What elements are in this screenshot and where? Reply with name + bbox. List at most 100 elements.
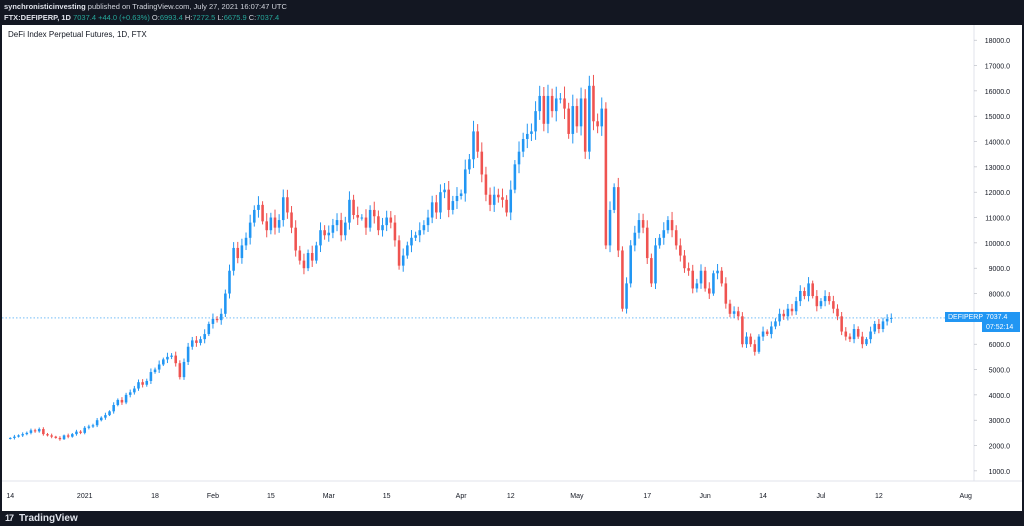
price-tick-label: 3000.0: [989, 418, 1011, 425]
logo-text: TradingView: [19, 513, 78, 524]
chart-area[interactable]: 1000.02000.03000.04000.05000.06000.07000…: [2, 25, 1022, 511]
candle-body: [476, 131, 479, 152]
candle-body: [306, 253, 310, 269]
low-value: 6675.9: [223, 13, 247, 22]
candle-body: [480, 151, 484, 175]
candle-body: [348, 199, 351, 223]
time-tick-label: 2021: [77, 493, 93, 500]
ohlc-line: FTX:DEFIPERP, 1D 7037.4 +44.0 (+0.63%) O…: [4, 12, 279, 23]
candle-body: [277, 220, 281, 228]
candle-body: [889, 317, 893, 319]
candle-body: [37, 429, 41, 432]
tradingview-logo[interactable]: 17 TradingView: [5, 513, 78, 524]
candle-body: [29, 430, 33, 433]
candle-body: [720, 270, 723, 284]
candle-body: [885, 318, 889, 322]
candle-body: [596, 121, 599, 127]
candle-body: [203, 334, 206, 340]
candle-body: [302, 260, 306, 269]
candle-body: [124, 394, 128, 403]
candle-body: [509, 189, 513, 213]
candle-body: [530, 131, 533, 134]
candle-body: [257, 204, 260, 210]
price-label-price: 7037.4: [986, 313, 1008, 321]
price-tick-label: 15000.0: [985, 114, 1010, 121]
candle-body: [497, 194, 500, 198]
candle-body: [662, 230, 666, 238]
candle-body: [344, 222, 347, 236]
candle-body: [728, 303, 732, 314]
candle-body: [447, 189, 450, 210]
low-label: L:: [217, 13, 224, 22]
candle-body: [836, 308, 839, 317]
candle-body: [8, 437, 12, 439]
candle-body: [215, 318, 219, 321]
candlestick-chart[interactable]: 1000.02000.03000.04000.05000.06000.07000…: [2, 25, 1022, 511]
price-axis[interactable]: 1000.02000.03000.04000.05000.06000.07000…: [974, 38, 1010, 476]
time-tick-label: Jul: [816, 493, 825, 500]
candle-body: [455, 196, 459, 202]
candle-body: [534, 111, 537, 132]
price-tick-label: 10000.0: [985, 241, 1010, 248]
candle-body: [798, 291, 802, 302]
time-axis[interactable]: 14 2021 18 Feb 15 Mar 15 Apr 12 May 17 Jun 14 Jul 12 Au…: [6, 493, 972, 500]
candle-body: [83, 427, 87, 433]
candle-body: [443, 189, 446, 193]
candle-body: [592, 85, 595, 122]
candle-body: [128, 392, 132, 395]
candle-body: [426, 217, 430, 226]
candle-countdown: 07:52:14: [986, 323, 1014, 331]
candle-body: [827, 296, 831, 302]
candle-body: [815, 296, 819, 307]
time-tick-label: 14: [759, 493, 767, 500]
candle-body: [435, 202, 438, 213]
candle-body: [666, 220, 670, 231]
candle-body: [42, 429, 45, 435]
candle-body: [588, 85, 591, 152]
candle-body: [157, 364, 161, 370]
candle-body: [87, 426, 91, 428]
candle-body: [174, 355, 178, 364]
candle-body: [869, 331, 872, 340]
candle-body: [71, 434, 74, 437]
candle-body: [554, 98, 558, 112]
candle-body: [248, 222, 252, 238]
candle-body: [145, 380, 149, 385]
candle-body: [224, 293, 227, 314]
price-label-symbol: DEFIPERP: [948, 313, 984, 321]
candle-body: [54, 436, 58, 438]
candle-body: [294, 227, 297, 251]
candle-body: [757, 336, 761, 352]
time-tick-label: 14: [6, 493, 14, 500]
candle-body: [832, 301, 835, 309]
candle-body: [79, 431, 82, 433]
time-tick-label: Jun: [700, 493, 711, 500]
high-label: H:: [184, 13, 193, 22]
candle-body: [612, 187, 616, 210]
candle-body: [410, 237, 413, 246]
author-name[interactable]: synchronisticinvesting: [4, 2, 86, 11]
candle-body: [517, 151, 521, 165]
candle-body: [99, 417, 103, 421]
time-tick-label: 12: [507, 493, 515, 500]
candle-body: [621, 250, 624, 309]
candle-body: [58, 437, 62, 440]
price-tick-label: 16000.0: [985, 89, 1010, 96]
candle-body: [414, 235, 417, 238]
candle-body: [881, 321, 885, 329]
candle-body: [13, 436, 16, 438]
price-tick-label: 6000.0: [989, 342, 1011, 349]
candle-body: [670, 220, 674, 231]
candle-body: [273, 217, 277, 228]
candle-body: [137, 382, 140, 389]
candle-body: [579, 98, 583, 127]
candle-body: [625, 283, 628, 309]
candle-body: [75, 431, 78, 435]
candle-body: [819, 301, 823, 307]
candle-body: [253, 209, 256, 223]
candle-body: [62, 435, 66, 440]
candle-body: [712, 273, 715, 294]
price-tick-label: 12000.0: [985, 190, 1010, 197]
candle-body: [219, 313, 223, 321]
candle-body: [782, 313, 786, 317]
